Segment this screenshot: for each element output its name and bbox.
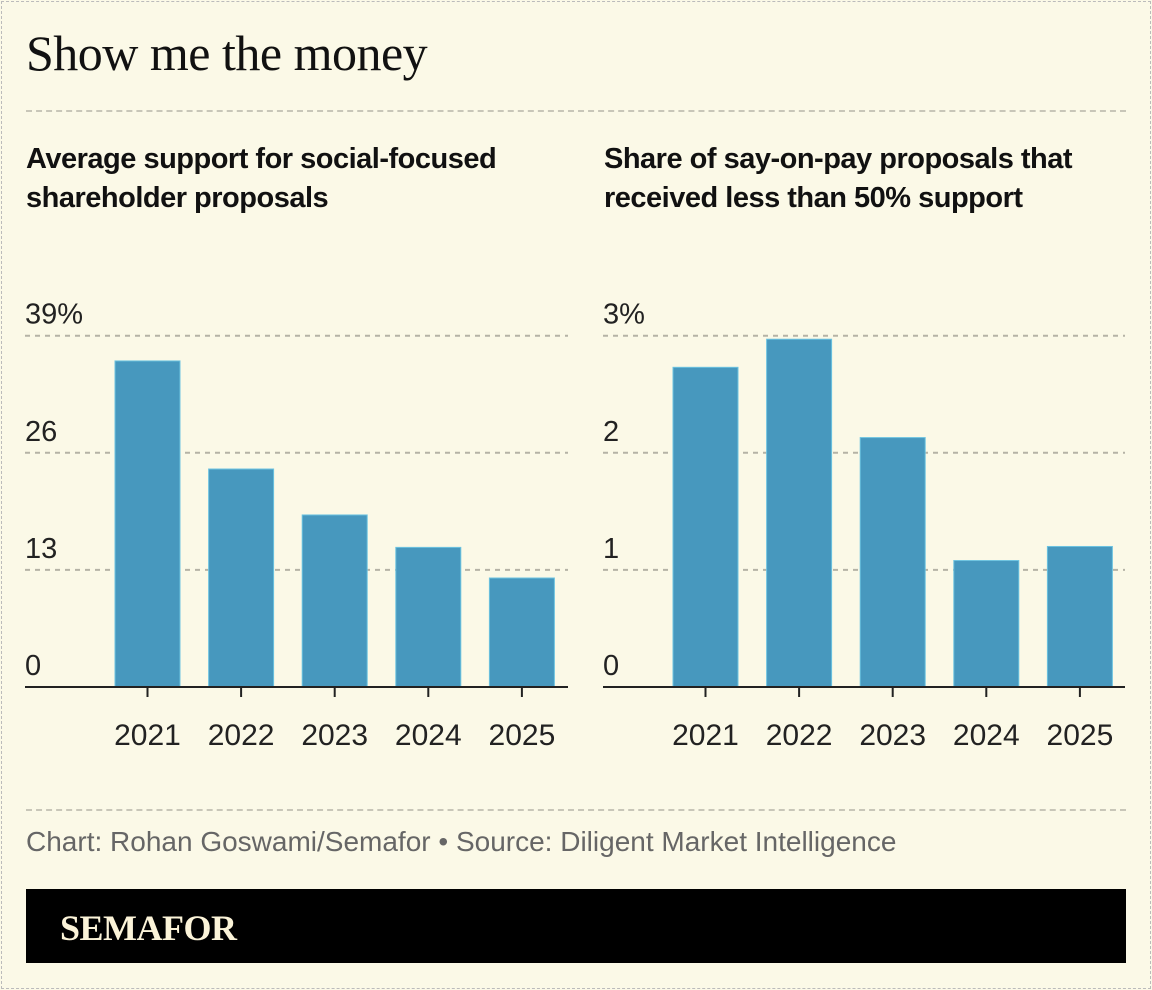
x-tick-label: 2025: [489, 719, 556, 752]
x-tick-label: 2021: [114, 719, 181, 752]
bar-2022: [766, 338, 833, 688]
left-bar-chart: 0 13 26 39% 2021 2022 2023 2024 2025: [25, 299, 568, 752]
x-tick-label: 2022: [766, 719, 833, 752]
y-tick-label: 0: [603, 650, 619, 682]
divider: [26, 809, 1126, 811]
bar-2024: [395, 546, 462, 688]
x-tick-label: 2024: [395, 719, 462, 752]
y-tick-label: 0: [25, 650, 41, 682]
y-tick-label: 2: [603, 416, 619, 448]
bar-2024: [953, 560, 1020, 688]
bar-2021: [114, 360, 181, 688]
bar-2023: [859, 437, 926, 688]
x-tick-label: 2024: [953, 719, 1020, 752]
right-bar-chart: 0 1 2 3% 2021 2022 2023 2024 2025: [603, 299, 1125, 752]
x-tick-label: 2021: [672, 719, 739, 752]
x-tick-label: 2022: [208, 719, 275, 752]
x-tick-label: 2025: [1047, 719, 1114, 752]
y-tick-label: 3%: [603, 299, 645, 331]
bar-2025: [488, 577, 555, 688]
bar-2022: [208, 468, 275, 688]
page-title: Show me the money: [26, 25, 428, 81]
y-tick-label: 26: [25, 416, 57, 448]
left-chart-title: Average support for social-focused share…: [26, 143, 497, 214]
y-tick-label: 39%: [25, 299, 83, 331]
x-tick-label: 2023: [859, 719, 926, 752]
y-tick-label: 13: [25, 533, 57, 565]
semafor-logo: SEMAFOR: [60, 908, 237, 948]
bar-2025: [1046, 545, 1113, 688]
bar-2021: [672, 366, 739, 688]
footer-bar: SEMAFOR: [26, 889, 1126, 963]
y-tick-label: 1: [603, 533, 619, 565]
right-chart-title: Share of say-on-pay proposals that recei…: [604, 143, 1073, 214]
bar-2023: [301, 514, 368, 688]
source-note: Chart: Rohan Goswami/Semafor • Source: D…: [26, 826, 897, 857]
divider: [26, 110, 1126, 112]
x-tick-label: 2023: [301, 719, 368, 752]
